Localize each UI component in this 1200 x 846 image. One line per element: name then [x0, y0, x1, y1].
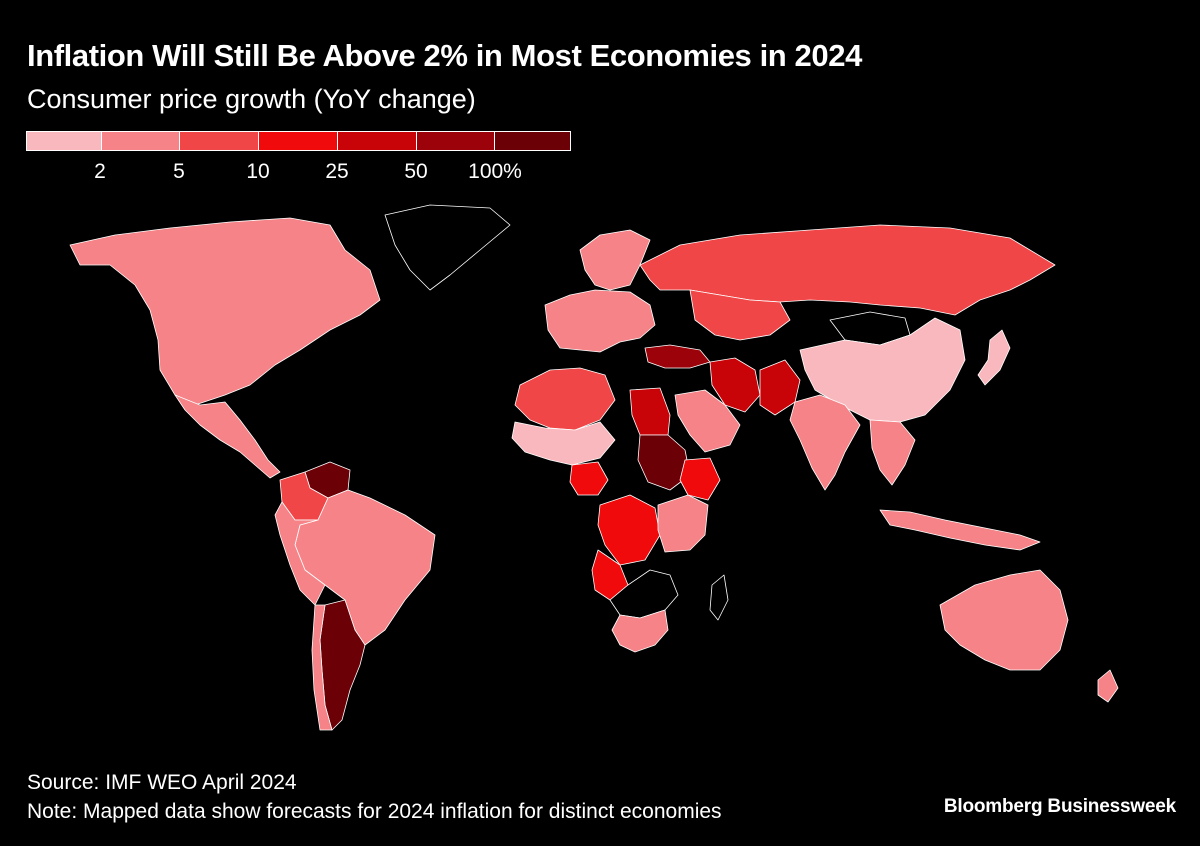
country-region-indonesia [879, 509, 1041, 551]
country-region-madagascar [709, 574, 729, 621]
color-legend: 2 5 10 25 50 100% [26, 131, 571, 183]
chart-title: Inflation Will Still Be Above 2% in Most… [27, 38, 862, 73]
country-region-china [799, 317, 966, 423]
country-region-north-america [69, 217, 381, 406]
country-region-egypt [629, 387, 671, 436]
country-region-sahel [511, 421, 616, 466]
legend-bin [27, 132, 101, 150]
country-region-japan [977, 329, 1011, 386]
country-region-greenland [384, 204, 511, 291]
country-region-chile [311, 604, 333, 731]
legend-tick-label: 50 [404, 160, 428, 183]
legend-tick-label: 5 [173, 160, 185, 183]
country-region-dr-congo [597, 494, 661, 566]
methodology-note: Note: Mapped data show forecasts for 202… [27, 800, 722, 823]
country-region-southeast-asia [869, 419, 916, 486]
legend-bin [336, 132, 416, 150]
country-region-saudi-arabia [674, 389, 741, 453]
country-region-turkey [644, 344, 711, 369]
legend-tick-label: 25 [325, 160, 349, 183]
legend-bin [415, 132, 495, 150]
legend-bin [258, 132, 337, 150]
country-region-central-america [174, 394, 281, 479]
country-region-south-africa [611, 609, 669, 653]
country-region-maghreb [514, 367, 616, 431]
country-region-iran [709, 357, 761, 413]
country-region-sudan [637, 434, 691, 491]
legend-tick-label: 10 [246, 160, 270, 183]
country-region-east-africa [657, 494, 709, 553]
legend-bin [100, 132, 180, 150]
country-region-ethiopia [679, 457, 721, 501]
world-choropleth-map [69, 204, 1119, 731]
brand-logo: Bloomberg Businessweek [943, 796, 1176, 817]
country-region-nordics [579, 229, 651, 291]
country-region-kazakhstan [689, 289, 791, 341]
legend-bin [494, 132, 570, 150]
country-region-western-europe [544, 289, 656, 353]
country-region-nigeria [569, 461, 609, 496]
legend-bin [179, 132, 259, 150]
country-region-india [789, 394, 861, 491]
legend-tick-label: 100% [468, 160, 522, 183]
country-region-new-zealand [1097, 669, 1119, 703]
source-note: Source: IMF WEO April 2024 [27, 771, 297, 794]
country-region-andean-south-america [274, 501, 326, 606]
footer: Source: IMF WEO April 2024 Note: Mapped … [27, 768, 722, 826]
chart-subtitle: Consumer price growth (YoY change) [27, 84, 476, 114]
legend-tick-label: 2 [94, 160, 106, 183]
country-region-australia [939, 569, 1069, 671]
legend-color-bar [26, 131, 571, 151]
